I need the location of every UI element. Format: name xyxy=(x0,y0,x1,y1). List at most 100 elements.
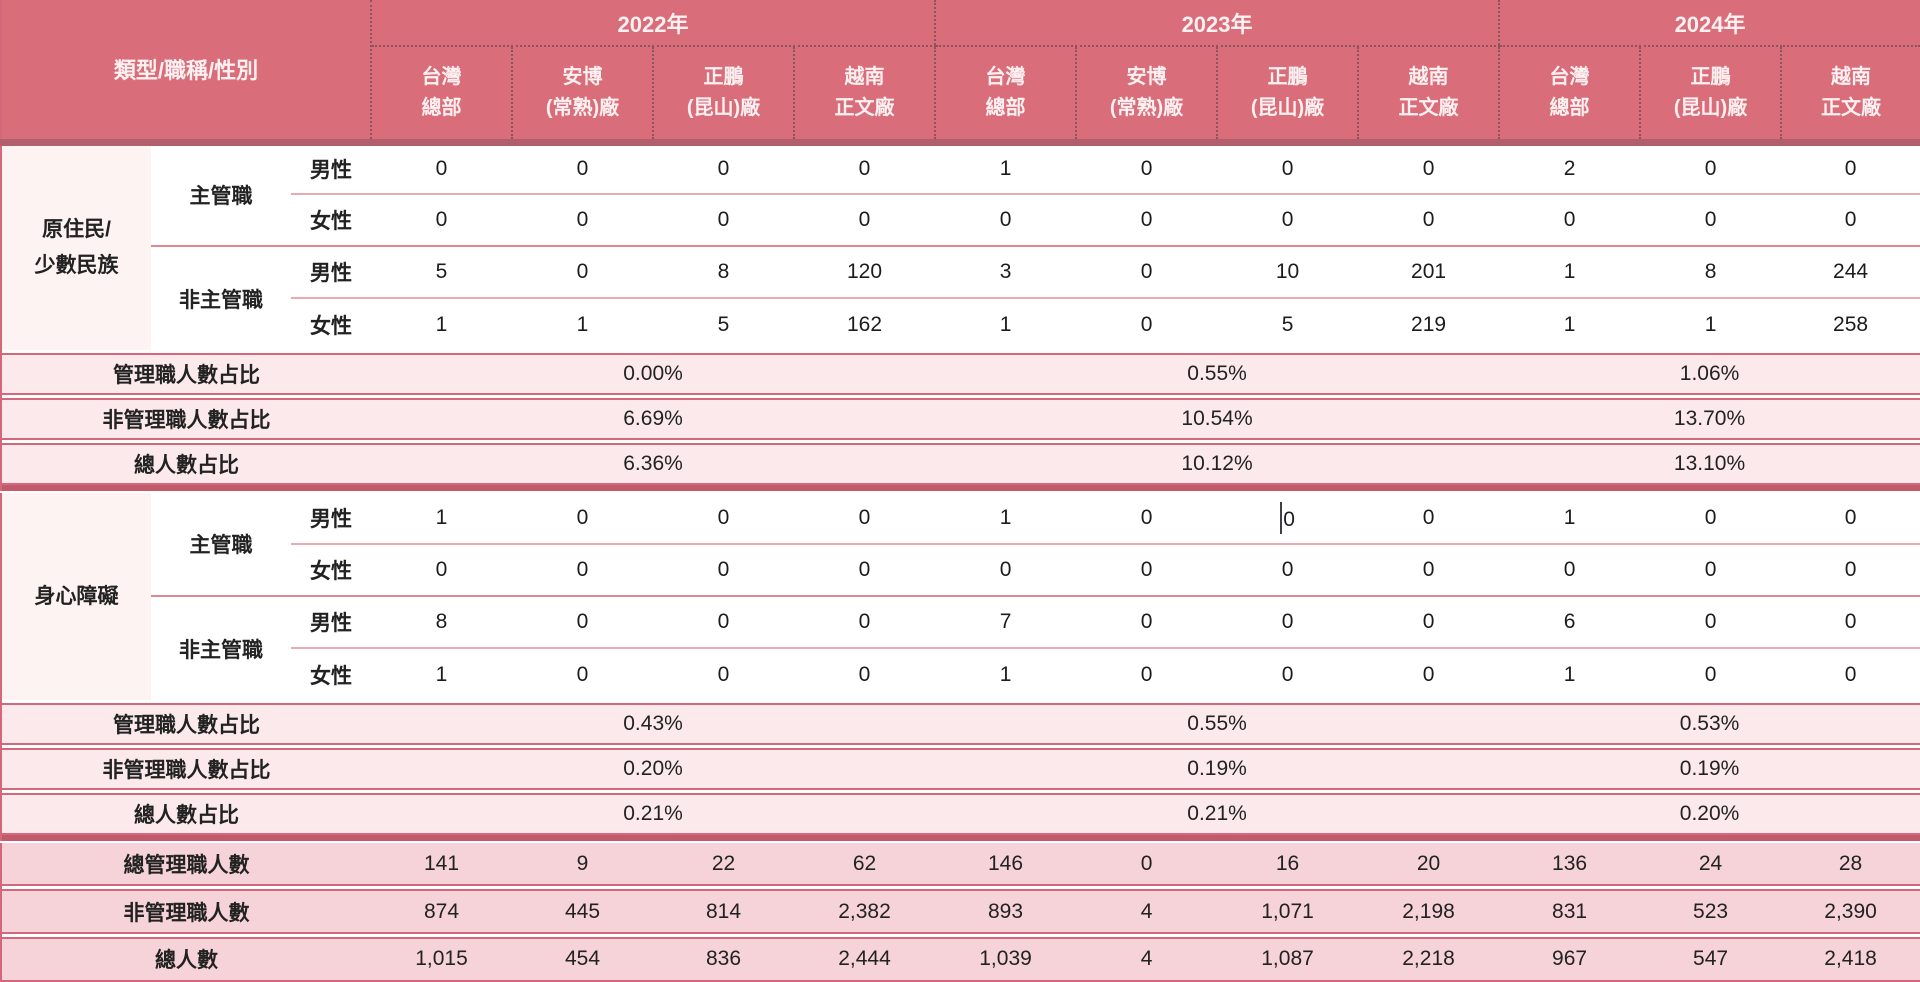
gender-cell: 男性 xyxy=(291,142,372,195)
total-value-cell: 2,218 xyxy=(1358,937,1500,982)
total-value-cell: 24 xyxy=(1640,841,1782,886)
value-cell: 0 xyxy=(1140,662,1153,686)
site-header: 正鵬 (昆山)廠 xyxy=(652,46,795,146)
value-cell: 201 xyxy=(1358,246,1500,299)
ratio-label-cell: 總人數占比 xyxy=(1,443,372,485)
text-caret xyxy=(1280,502,1283,534)
value-cell: 0 xyxy=(371,544,513,597)
value-cell: 1 xyxy=(1499,246,1641,299)
value-cell: 0 xyxy=(794,492,936,545)
total-value-cell: 20 xyxy=(1358,841,1500,886)
header-row-years: 類型/職稱/性別 2022年 2023年 2024年 xyxy=(1,0,1920,146)
gender-cell: 女性 xyxy=(291,194,372,247)
value-cell: 0 xyxy=(653,492,795,545)
site-header: 越南 正文廠 xyxy=(1357,46,1500,146)
total-value-cell: 1,071 xyxy=(1217,889,1359,934)
value-cell: 0 xyxy=(653,142,795,195)
value-cell: 5 xyxy=(1281,312,1294,336)
corner-header: 類型/職稱/性別 xyxy=(1,0,373,146)
value-cell-with-caret[interactable]: 0 xyxy=(1217,492,1359,545)
site-header: 台灣 總部 xyxy=(1498,46,1641,146)
totals-row: 總人數 1,015 454 836 2,444 1,039 4 1,087 2,… xyxy=(1,937,1920,982)
totals-row: 總管理職人數 141 9 22 62 146 0 16 20 136 24 28 xyxy=(1,841,1920,886)
value-text: 0 xyxy=(1283,508,1295,531)
ratio-row: 總人數占比 0.21% 0.21% 0.20% xyxy=(1,793,1920,835)
ratio-value-cell: 0.19% xyxy=(1499,748,1920,790)
value-cell: 0 xyxy=(576,662,589,686)
value-cell: 5 xyxy=(717,312,730,336)
ratio-value-cell: 13.70% xyxy=(1499,398,1920,440)
value-cell: 0 xyxy=(512,246,654,299)
value-cell: 7 xyxy=(935,596,1077,649)
value-cell: 0 xyxy=(1422,662,1435,686)
ratio-value-cell: 0.43% xyxy=(371,703,936,745)
section-divider xyxy=(1,483,1920,493)
ratio-value-cell: 10.12% xyxy=(935,443,1500,485)
total-value-cell: 2,418 xyxy=(1781,937,1920,982)
gender-cell: 男性 xyxy=(291,596,372,649)
row-gap xyxy=(1,700,1920,704)
total-value-cell: 146 xyxy=(935,841,1077,886)
value-cell: 0 xyxy=(1140,312,1153,336)
total-value-cell: 831 xyxy=(1499,889,1641,934)
value-cell: 1 xyxy=(935,492,1077,545)
value-cell: 0 xyxy=(1217,194,1359,247)
value-cell: 0 xyxy=(1844,662,1857,686)
value-cell: 8 xyxy=(1640,246,1782,299)
site-header: 越南 正文廠 xyxy=(1780,46,1920,146)
ratio-value-cell: 0.55% xyxy=(935,353,1500,395)
value-cell: 0 xyxy=(512,596,654,649)
site-header: 正鵬 (昆山)廠 xyxy=(1639,46,1782,146)
ratio-label-cell: 總人數占比 xyxy=(1,793,372,835)
gender-cell: 男性 xyxy=(291,492,372,545)
total-value-cell: 2,198 xyxy=(1358,889,1500,934)
value-cell: 0 xyxy=(1781,596,1920,649)
value-cell: 2 xyxy=(1499,142,1641,195)
value-cell: 0 xyxy=(1076,544,1218,597)
total-value-cell: 893 xyxy=(935,889,1077,934)
value-cell: 1 xyxy=(1704,312,1717,336)
ratio-label-cell: 管理職人數占比 xyxy=(1,353,372,395)
total-value-cell: 2,382 xyxy=(794,889,936,934)
value-cell: 10 xyxy=(1217,246,1359,299)
value-cell: 0 xyxy=(1217,142,1359,195)
total-value-cell: 1,087 xyxy=(1217,937,1359,982)
ratio-label-cell: 非管理職人數占比 xyxy=(1,748,372,790)
total-value-cell: 2,390 xyxy=(1781,889,1920,934)
site-header: 台灣 總部 xyxy=(370,46,513,146)
value-cell: 0 xyxy=(935,194,1077,247)
ratio-value-cell: 0.21% xyxy=(935,793,1500,835)
site-header: 安博 (常熟)廠 xyxy=(511,46,654,146)
value-cell: 3 xyxy=(935,246,1077,299)
role-cell: 主管職 xyxy=(151,492,291,597)
header-row-sites: 台灣 總部 安博 (常熟)廠 正鵬 (昆山)廠 越南 正文廠 台灣 總部 安博 … xyxy=(1,46,1920,146)
ratio-value-cell: 6.69% xyxy=(371,398,936,440)
total-value-cell: 62 xyxy=(794,841,936,886)
value-cell: 0 xyxy=(1076,596,1218,649)
total-label-cell: 總管理職人數 xyxy=(1,841,372,886)
value-cell: 0 xyxy=(512,492,654,545)
value-cell: 0 xyxy=(1076,492,1218,545)
value-cell: 0 xyxy=(1640,492,1782,545)
value-cell: 8 xyxy=(371,596,513,649)
gender-cell: 女性 xyxy=(291,544,372,597)
value-cell: 0 xyxy=(1781,142,1920,195)
table-row: 原住民/ 少數民族 主管職 男性 0 0 0 0 1 0 0 0 2 0 0 xyxy=(1,142,1920,350)
category-cell-indigenous: 原住民/ 少數民族 xyxy=(1,142,151,350)
ratio-row: 總人數占比 6.36% 10.12% 13.10% xyxy=(1,443,1920,485)
year-header-2022: 2022年 xyxy=(370,0,936,47)
ratio-value-cell: 6.36% xyxy=(371,443,936,485)
value-cell: 0 xyxy=(935,544,1077,597)
total-value-cell: 874 xyxy=(371,889,513,934)
table-row: 身心障礙 主管職 男性 1 0 0 0 1 0 0 0 1 0 0 xyxy=(1,492,1920,700)
site-header: 正鵬 (昆山)廠 xyxy=(1216,46,1359,146)
site-header: 安博 (常熟)廠 xyxy=(1075,46,1218,146)
ratio-row: 管理職人數占比 0.43% 0.55% 0.53% xyxy=(1,703,1920,745)
value-cell: 0 xyxy=(794,194,936,247)
ratio-value-cell: 10.54% xyxy=(935,398,1500,440)
total-label-cell: 總人數 xyxy=(1,937,372,982)
ratio-row: 非管理職人數占比 0.20% 0.19% 0.19% xyxy=(1,748,1920,790)
ratio-label-cell: 非管理職人數占比 xyxy=(1,398,372,440)
value-cell: 1 xyxy=(1563,312,1576,336)
value-cell: 0 xyxy=(653,596,795,649)
